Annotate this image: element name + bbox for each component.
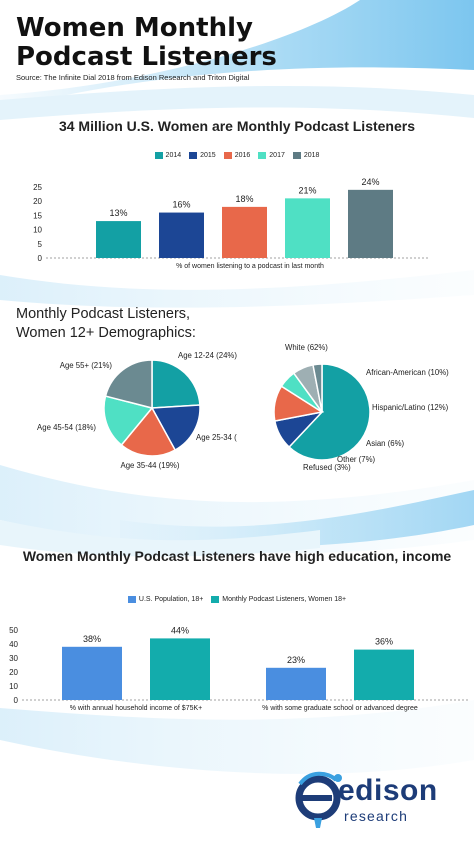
y-tick-label: 40 [9, 640, 18, 649]
chart1-title: 34 Million U.S. Women are Monthly Podcas… [58, 118, 416, 134]
chart1-legend: 2014 2015 2016 2017 2018 [0, 152, 474, 159]
ethnicity-pie-chart: White (62%) African-American (10%) Hispani… [273, 343, 449, 472]
legend-swatch [154, 152, 163, 159]
pie-label: African-American (10%) [366, 368, 449, 377]
y-tick-label: 50 [9, 626, 18, 635]
y-tick-label: 10 [9, 682, 18, 691]
y-tick-label: 0 [14, 696, 19, 705]
legend-item-2014: 2014 [154, 152, 181, 159]
pie-label: White (62%) [285, 343, 328, 352]
data-label: 36% [375, 637, 393, 647]
legend-swatch [258, 152, 267, 159]
legend-swatch [211, 596, 220, 603]
pie-label: Age 12-24 (24%) [178, 351, 237, 360]
chart4-title: Women Monthly Podcast Listeners have hig… [22, 548, 452, 564]
bar-2017 [285, 198, 330, 258]
logo-sub: research [344, 808, 409, 824]
legend-swatch [223, 152, 232, 159]
y-tick-label: 10 [33, 226, 42, 235]
pie-label: Age 25-34 (18%) [196, 433, 237, 442]
bar-2015 [159, 212, 204, 258]
bar-us-population [266, 667, 326, 700]
legend-item-2017: 2017 [258, 152, 285, 159]
demographics-title-line2: Women 12+ Demographics: [16, 325, 196, 341]
pie-slice [312, 363, 323, 413]
y-tick-label: 30 [9, 654, 18, 663]
data-label-2014: 13% [109, 208, 127, 218]
y-tick-label: 5 [38, 240, 43, 249]
demographics-title-line1: Monthly Podcast Listeners, [16, 306, 191, 322]
data-label: 38% [83, 634, 101, 644]
data-label-2016: 18% [235, 194, 253, 204]
legend-swatch [189, 152, 198, 159]
pie-label: Refused (3%) [303, 463, 351, 472]
legend-item-listeners: Monthly Podcast Listeners, Women 18+ [211, 596, 346, 603]
pie-slice [120, 406, 177, 457]
pie-label: Age 55+ (21%) [60, 361, 113, 370]
education-income-bar-chart: 0 10 20 30 40 50 38% 44% % with annual household… [9, 625, 470, 712]
logo-name: edison [338, 774, 438, 807]
x-category-label: % with annual household income of $75K+ [70, 705, 203, 712]
pie-label: Age 45-54 (18%) [37, 423, 96, 432]
bar-2018 [348, 189, 393, 258]
legend-item-2016: 2016 [223, 152, 250, 159]
page-title: Women Monthly Podcast Listeners [16, 13, 277, 72]
pie-label: Asian (6%) [366, 439, 405, 448]
y-tick-label: 25 [33, 183, 42, 192]
bar-listeners [150, 638, 210, 700]
y-tick-label: 20 [33, 197, 42, 206]
data-label-2018: 24% [361, 177, 379, 187]
legend-item-2015: 2015 [189, 152, 216, 159]
pie-label: Other (7%) [337, 455, 376, 464]
age-pie-chart: Age 12-24 (24%) Age 25-34 (18%) Age 35-44 … [37, 351, 237, 470]
pie-slice [288, 363, 371, 461]
y-tick-label: 0 [38, 254, 43, 263]
source-note: Source: The Infinite Dial 2018 from Edis… [16, 73, 250, 82]
pie-slice [103, 395, 154, 447]
edison-logo-icon [295, 771, 342, 828]
legend-swatch [292, 152, 301, 159]
legend-item-2018: 2018 [292, 152, 319, 159]
y-tick-label: 15 [33, 211, 42, 220]
bar-2016 [222, 206, 267, 258]
data-label-2017: 21% [298, 185, 316, 195]
legend-swatch [127, 596, 136, 603]
bar-us-population [62, 646, 122, 700]
edison-research-logo: edison research [292, 768, 462, 838]
bar-2014 [96, 221, 141, 258]
x-category-label: % with some graduate school or advanced … [262, 705, 418, 712]
chart4-legend: U.S. Population, 18+ Monthly Podcast Lis… [0, 596, 474, 603]
x-axis-label: % of women listening to a podcast in las… [176, 263, 324, 270]
pie-label: Hispanic/Latino (12%) [372, 403, 449, 412]
yearly-bar-chart: 0 5 10 15 20 25 13% 16% 18% 21% 24% % of women list… [33, 177, 430, 270]
bar-listeners [354, 649, 414, 700]
pie-slice [151, 359, 201, 409]
pie-slice [150, 404, 201, 452]
y-tick-label: 20 [9, 668, 18, 677]
pie-slice [104, 359, 153, 409]
data-label: 23% [287, 655, 305, 665]
data-label-2015: 16% [172, 200, 190, 210]
pie-label: Age 35-44 (19%) [121, 461, 180, 470]
data-label: 44% [171, 625, 189, 635]
legend-item-us-population: U.S. Population, 18+ [127, 596, 203, 603]
